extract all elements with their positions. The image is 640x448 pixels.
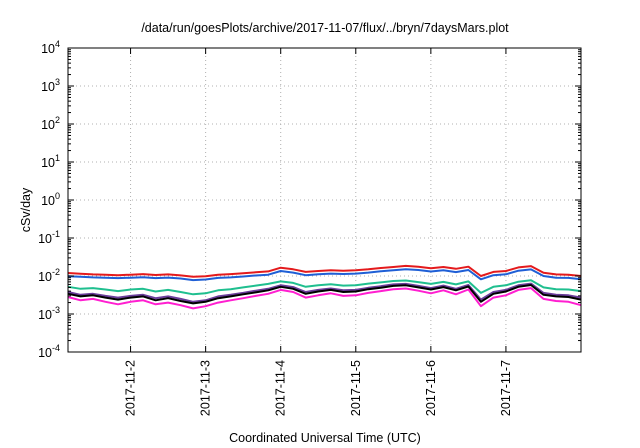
series-line — [67, 282, 582, 303]
y-tick-label: 10-2 — [38, 267, 60, 284]
y-tick-label: 100 — [41, 191, 60, 208]
plot-frame — [67, 47, 582, 353]
series-line — [67, 268, 582, 282]
series-line — [67, 287, 582, 310]
y-tick-label: 10-1 — [38, 229, 60, 246]
y-axis-label: cSv/day — [19, 187, 33, 232]
grid — [68, 48, 581, 352]
x-tick-label: 2017-11-5 — [349, 360, 363, 416]
x-tick-label: 2017-11-4 — [274, 360, 288, 416]
y-tick-label: 104 — [41, 39, 60, 56]
y-tick-label: 10-3 — [38, 305, 60, 322]
x-tick-label: 2017-11-3 — [199, 360, 213, 416]
series-line — [67, 264, 582, 278]
series-line — [67, 284, 582, 305]
x-tick-label: 2017-11-7 — [499, 360, 513, 416]
y-tick-label: 103 — [41, 77, 60, 94]
y-tick-label: 10-4 — [38, 343, 60, 360]
y-tick-label: 101 — [41, 153, 60, 170]
ticks: 10-4 10-3 10-2 10-1 100 101 102 103 104 2017-11-2… — [38, 39, 581, 416]
series-group — [67, 264, 582, 310]
series-line — [67, 279, 582, 296]
x-axis-label: Coordinated Universal Time (UTC) — [229, 431, 421, 445]
chart-title: /data/run/goesPlots/archive/2017-11-07/f… — [141, 21, 509, 35]
x-tick-label: 2017-11-2 — [124, 360, 138, 416]
x-tick-label: 2017-11-6 — [424, 360, 438, 416]
y-tick-label: 102 — [41, 115, 60, 132]
